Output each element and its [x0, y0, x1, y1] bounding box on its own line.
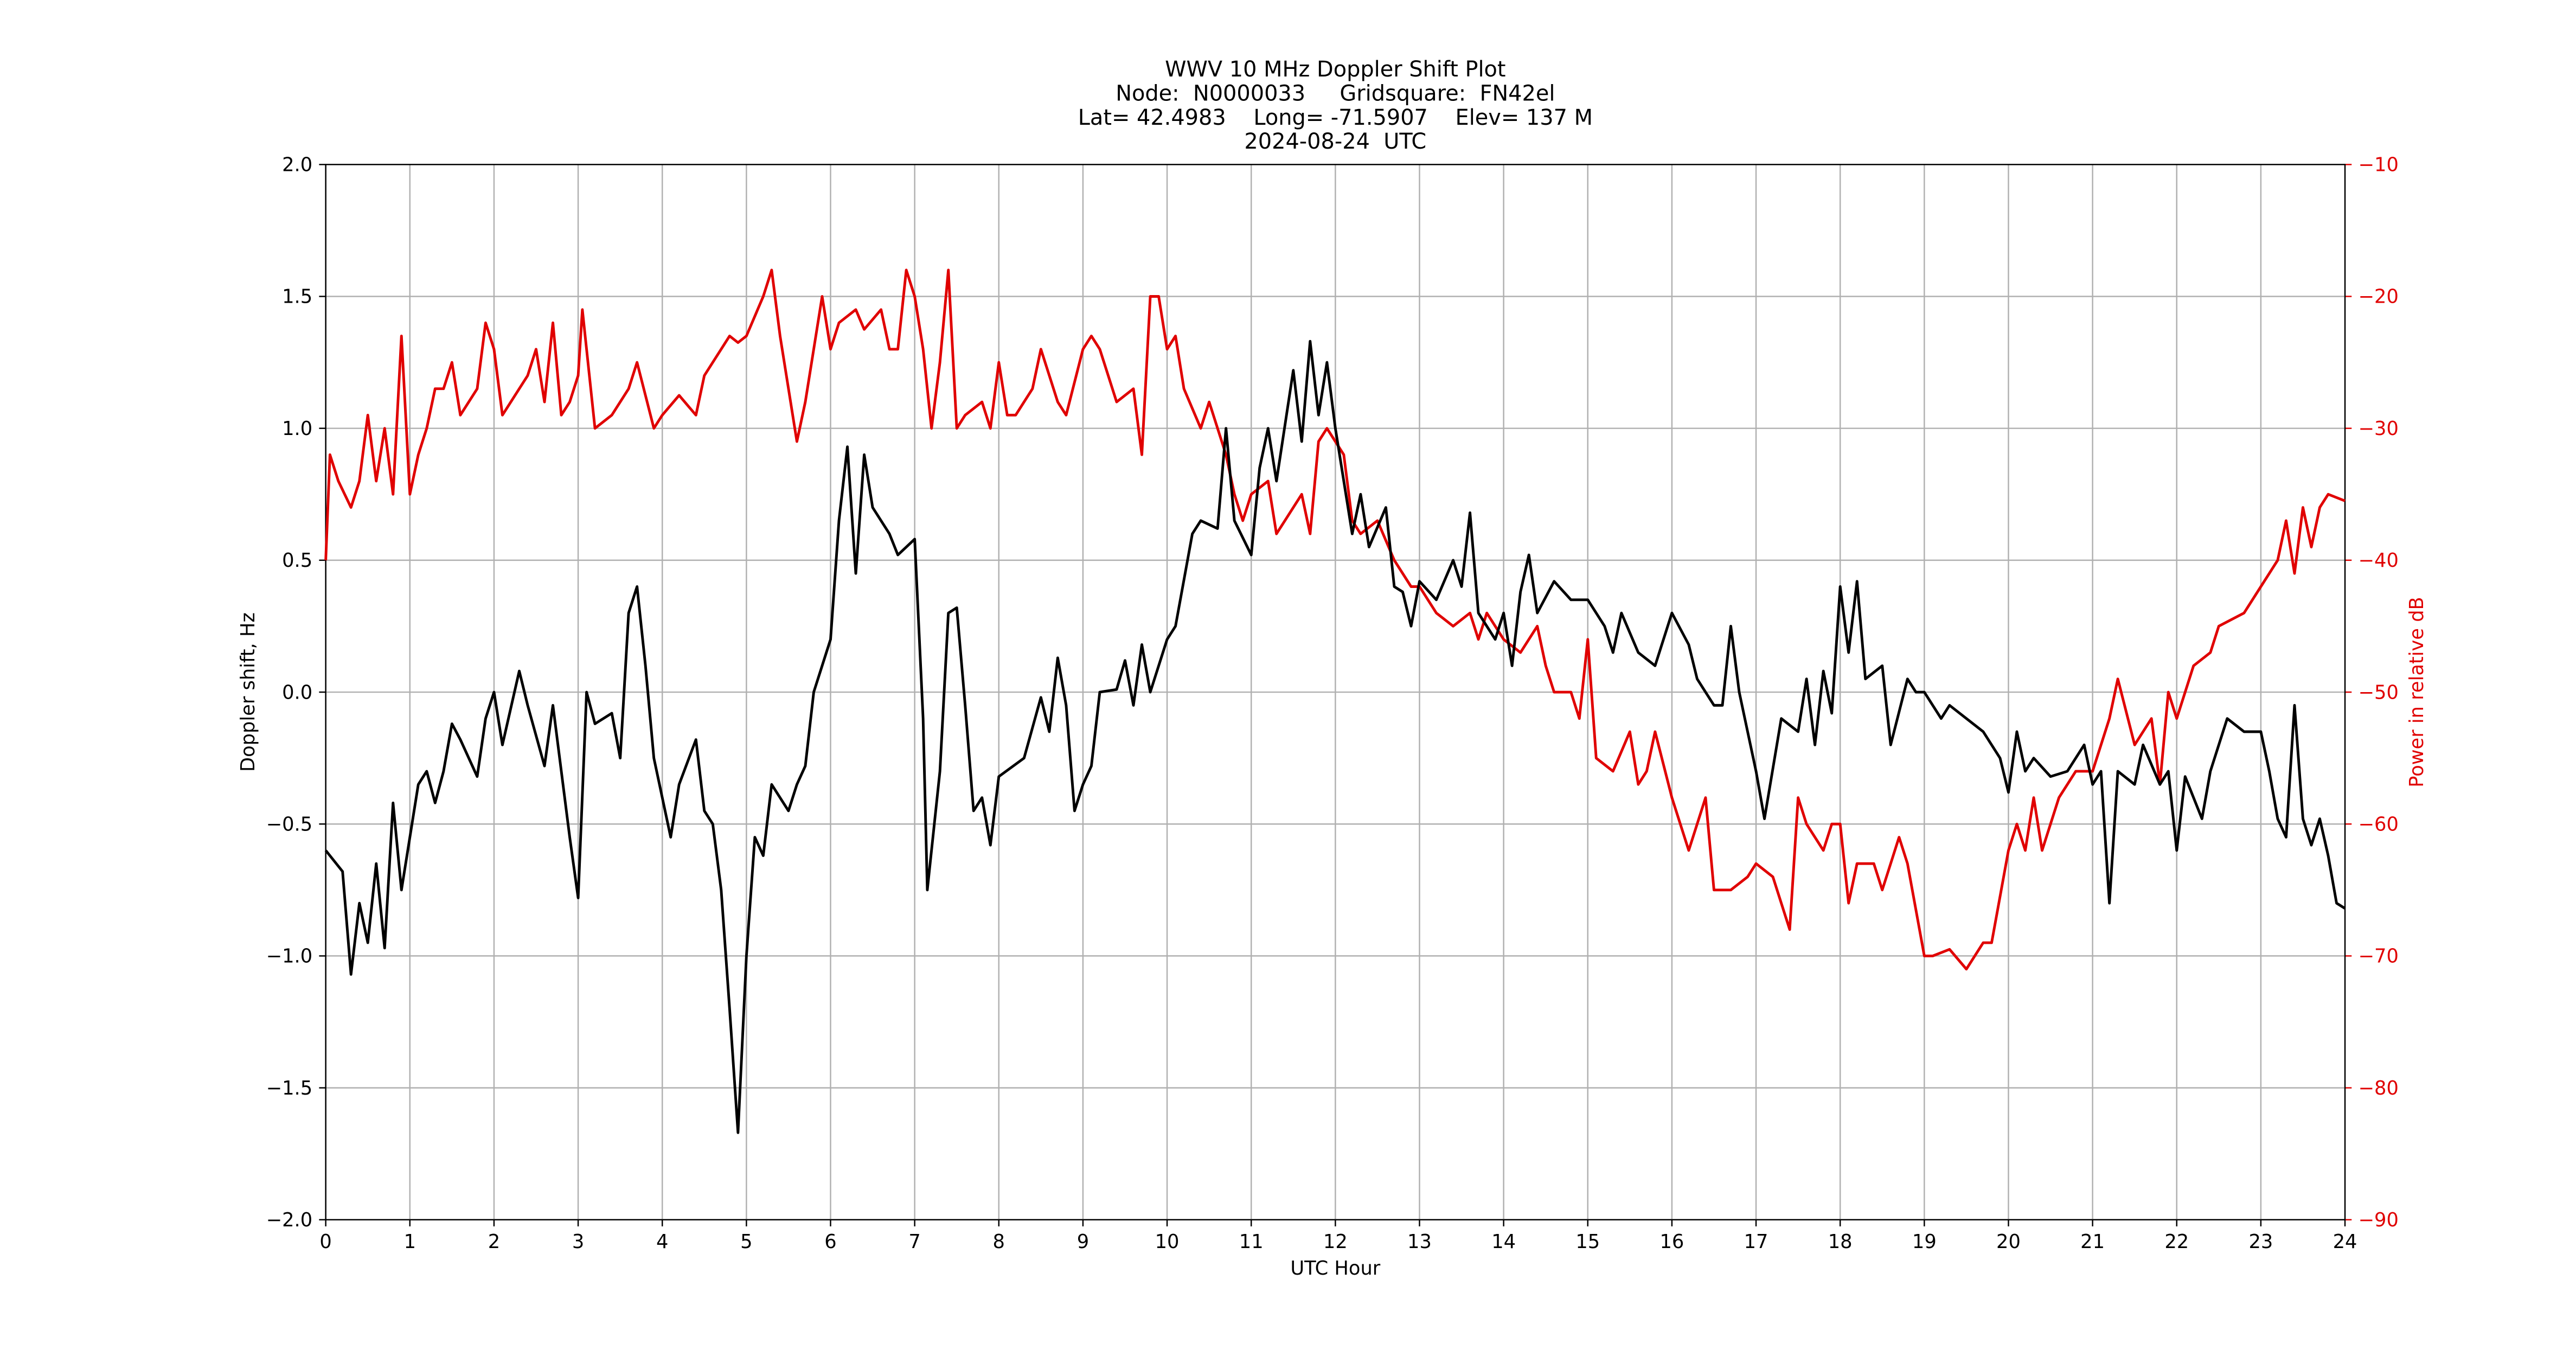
y2-tick-label: −30: [2359, 418, 2399, 440]
x-tick-label: 7: [908, 1231, 920, 1253]
x-tick-label: 18: [1828, 1231, 1853, 1253]
y2-tick-label: −60: [2359, 813, 2399, 835]
x-tick-label: 10: [1155, 1231, 1180, 1253]
x-tick-label: 19: [1912, 1231, 1937, 1253]
y-tick-label: −1.0: [266, 945, 313, 968]
y2-tick-label: −80: [2359, 1077, 2399, 1099]
y-tick-label: 0.0: [282, 681, 312, 703]
plot-frame: [325, 164, 2346, 1220]
y2-tick-label: −90: [2359, 1209, 2399, 1231]
x-tick-label: 0: [319, 1231, 331, 1253]
chart-title: WWV 10 MHz Doppler Shift Plot: [1165, 57, 1505, 82]
x-tick-label: 12: [1323, 1231, 1348, 1253]
x-tick-label: 4: [656, 1231, 668, 1253]
x-tick-label: 3: [572, 1231, 584, 1253]
y-tick-label: 1.0: [282, 418, 312, 440]
chart-title: Node: N0000033 Gridsquare: FN42el: [1116, 81, 1555, 106]
x-tick-label: 21: [2080, 1231, 2105, 1253]
x-tick-label: 14: [1491, 1231, 1516, 1253]
x-tick-label: 24: [2333, 1231, 2357, 1253]
x-tick-label: 20: [1996, 1231, 2021, 1253]
y-tick-label: 1.5: [282, 286, 312, 308]
y-tick-label: 0.5: [282, 549, 312, 572]
x-tick-label: 6: [824, 1231, 836, 1253]
x-tick-label: 15: [1575, 1231, 1600, 1253]
x-tick-label: 23: [2248, 1231, 2273, 1253]
x-tick-label: 11: [1239, 1231, 1264, 1253]
x-tick-label: 8: [993, 1231, 1005, 1253]
data-line: [324, 340, 2346, 1134]
y-tick-label: −2.0: [266, 1209, 313, 1231]
x-tick-label: 2: [488, 1231, 500, 1253]
y2-tick-label: −50: [2359, 681, 2399, 703]
x-axis-label: UTC Hour: [1290, 1257, 1380, 1280]
x-tick-label: 13: [1407, 1231, 1432, 1253]
x-tick-label: 5: [740, 1231, 752, 1253]
x-tick-label: 22: [2164, 1231, 2189, 1253]
y2-tick-label: −20: [2359, 286, 2399, 308]
x-tick-label: 16: [1659, 1231, 1684, 1253]
y-tick-label: 2.0: [282, 154, 312, 176]
y-tick-label: −1.5: [266, 1077, 313, 1099]
y2-tick-label: −70: [2359, 945, 2399, 968]
data-line: [324, 268, 2346, 971]
chart-title: Lat= 42.4983 Long= -71.5907 Elev= 137 M: [1078, 105, 1593, 130]
y2-axis-label: Power in relative dB: [2406, 597, 2428, 788]
y2-tick-label: −10: [2359, 154, 2399, 176]
x-tick-label: 1: [404, 1231, 416, 1253]
x-tick-label: 9: [1077, 1231, 1089, 1253]
y2-tick-label: −40: [2359, 549, 2399, 572]
y-axis-label: Doppler shift, Hz: [237, 612, 259, 772]
chart-title: 2024-08-24 UTC: [1244, 129, 1426, 154]
y-tick-label: −0.5: [266, 813, 313, 835]
x-tick-label: 17: [1744, 1231, 1768, 1253]
